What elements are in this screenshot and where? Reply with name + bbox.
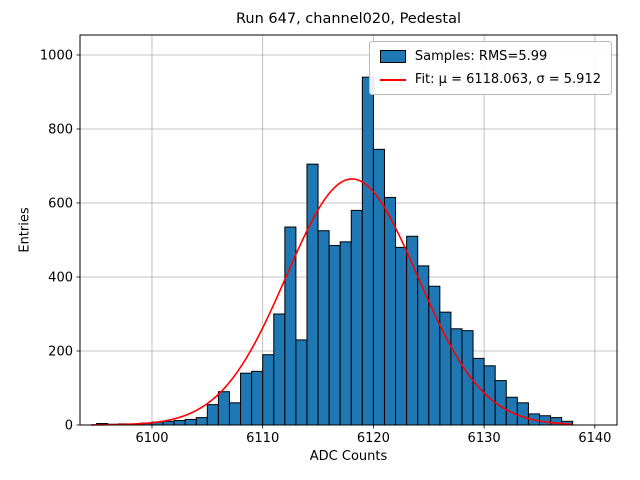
histogram-bar — [251, 370, 264, 426]
histogram-bar — [306, 163, 319, 426]
fit-curve — [91, 178, 572, 426]
histogram-bar — [262, 354, 275, 426]
axes-frame — [79, 34, 618, 426]
histogram-bar — [538, 415, 552, 426]
x-tick-labels: 6100 6110 6120 6130 6140 — [135, 431, 611, 446]
y-ticks — [76, 54, 80, 426]
histogram-bar — [328, 245, 341, 426]
histogram-bar — [361, 76, 374, 426]
svg-text:1000: 1000 — [40, 49, 73, 64]
legend: Samples: RMS=5.99 Fit: μ = 6118.063, σ =… — [368, 41, 612, 95]
legend-item-fit: Fit: μ = 6118.063, σ = 5.912 — [379, 72, 601, 87]
histogram-bar — [206, 404, 219, 426]
histogram-bar — [217, 391, 230, 426]
chart-title: Run 647, channel020, Pedestal — [235, 11, 461, 27]
histogram-bars — [96, 76, 574, 426]
svg-text:0: 0 — [65, 419, 73, 434]
histogram-bar — [184, 418, 197, 426]
histogram-bar — [350, 209, 363, 426]
y-axis-label: Entries — [17, 207, 33, 253]
legend-item-samples: Samples: RMS=5.99 — [379, 49, 601, 64]
histogram-bar — [395, 246, 408, 426]
histogram-bar — [317, 230, 330, 426]
histogram-bar — [173, 420, 186, 426]
histogram-bar — [516, 402, 529, 426]
histogram-bar — [339, 241, 352, 426]
fit-line-icon — [379, 78, 406, 81]
histogram-bar — [195, 417, 208, 426]
histogram-bar — [295, 339, 308, 426]
svg-text:6120: 6120 — [357, 431, 390, 446]
svg-text:6110: 6110 — [246, 431, 279, 446]
svg-text:200: 200 — [48, 345, 73, 360]
x-ticks — [151, 425, 596, 429]
svg-text:6130: 6130 — [468, 431, 501, 446]
histogram-bar — [428, 285, 441, 426]
svg-text:6140: 6140 — [578, 431, 611, 446]
histogram-bar — [372, 148, 385, 426]
legend-fit-label: Fit: μ = 6118.063, σ = 5.912 — [414, 72, 601, 87]
histogram-bar — [383, 196, 397, 426]
histogram-bar — [240, 372, 253, 426]
histogram-bar — [228, 402, 242, 426]
svg-text:6100: 6100 — [135, 431, 168, 446]
y-tick-labels: 0 200 400 600 800 1000 — [40, 49, 73, 434]
legend-samples-label: Samples: RMS=5.99 — [414, 49, 548, 64]
histogram-bar — [450, 328, 463, 426]
svg-text:400: 400 — [48, 271, 73, 286]
histogram-bar — [273, 313, 286, 426]
histogram-bar — [162, 420, 175, 426]
x-axis-label: ADC Counts — [309, 449, 388, 464]
samples-swatch-icon — [379, 50, 406, 63]
svg-text:600: 600 — [48, 197, 73, 212]
svg-text:800: 800 — [48, 123, 73, 138]
